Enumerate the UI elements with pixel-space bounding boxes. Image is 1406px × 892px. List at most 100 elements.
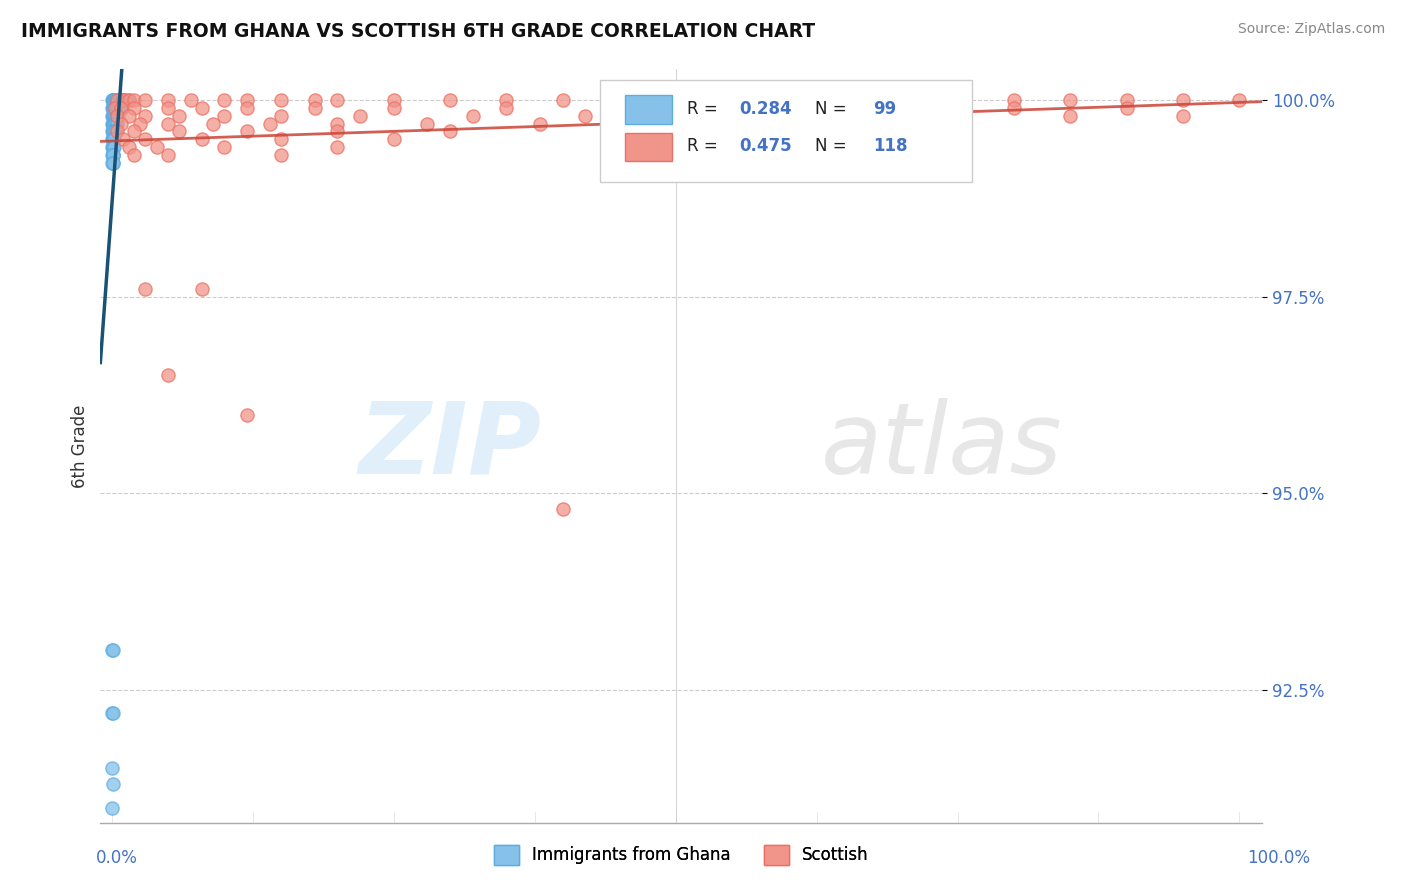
Text: N =: N = <box>815 137 846 155</box>
Point <box>103 101 125 115</box>
Point <box>157 148 180 162</box>
Point <box>834 93 856 107</box>
Point <box>128 117 150 131</box>
Point <box>112 93 135 107</box>
Point <box>111 101 134 115</box>
Text: 0.284: 0.284 <box>740 100 792 118</box>
Point <box>721 93 744 107</box>
Text: R =: R = <box>688 100 717 118</box>
Point <box>105 93 128 107</box>
Point <box>946 109 969 123</box>
Point <box>326 140 349 154</box>
Point <box>101 140 124 154</box>
Point <box>108 93 131 107</box>
Point <box>105 93 128 107</box>
Text: 0.0%: 0.0% <box>96 849 138 867</box>
Point <box>134 282 156 296</box>
Point <box>202 117 225 131</box>
Point <box>111 93 134 107</box>
Point <box>104 93 127 107</box>
Point <box>122 148 145 162</box>
Point <box>107 93 129 107</box>
Point <box>495 101 517 115</box>
Point <box>101 132 124 146</box>
Legend: Immigrants from Ghana, Scottish: Immigrants from Ghana, Scottish <box>486 838 876 871</box>
Text: 100.0%: 100.0% <box>1247 849 1310 867</box>
Text: ZIP: ZIP <box>359 398 541 494</box>
Point <box>101 706 124 721</box>
Point <box>122 93 145 107</box>
Point <box>134 132 156 146</box>
Point <box>122 101 145 115</box>
Point <box>103 93 125 107</box>
Point <box>101 140 124 154</box>
Point <box>117 93 139 107</box>
Point <box>104 93 127 107</box>
Point <box>349 109 371 123</box>
Point <box>1059 109 1081 123</box>
Point <box>101 101 124 115</box>
Point <box>103 148 125 162</box>
Point <box>117 109 139 123</box>
Point <box>101 140 124 154</box>
Text: 118: 118 <box>873 137 907 155</box>
Point <box>103 117 125 131</box>
Point <box>416 117 439 131</box>
Point <box>180 93 202 107</box>
Point <box>236 101 259 115</box>
Point <box>236 408 259 422</box>
Point <box>101 761 124 775</box>
Point <box>1171 93 1194 107</box>
Point <box>104 109 127 123</box>
Point <box>191 101 214 115</box>
Point <box>111 132 134 146</box>
Text: 0.475: 0.475 <box>740 137 792 155</box>
Point <box>104 117 127 131</box>
Point <box>104 93 127 107</box>
Point <box>439 93 461 107</box>
Point <box>439 124 461 138</box>
Point <box>101 643 124 657</box>
Point <box>145 140 167 154</box>
Point <box>641 101 664 115</box>
Point <box>134 109 156 123</box>
Point <box>103 101 125 115</box>
Point <box>105 93 128 107</box>
Point <box>461 109 484 123</box>
Point <box>103 124 125 138</box>
Point <box>721 109 744 123</box>
Point <box>778 93 800 107</box>
Point <box>101 117 124 131</box>
Point <box>101 93 124 107</box>
Point <box>101 124 124 138</box>
Text: atlas: atlas <box>821 398 1062 494</box>
Point <box>107 93 129 107</box>
Point <box>110 101 132 115</box>
Point <box>101 109 124 123</box>
Point <box>157 93 180 107</box>
Point <box>105 124 128 138</box>
Point <box>1002 101 1025 115</box>
Text: N =: N = <box>815 100 846 118</box>
Point <box>104 124 127 138</box>
Point <box>101 101 124 115</box>
Point <box>105 93 128 107</box>
Point <box>101 101 124 115</box>
Point <box>117 140 139 154</box>
Point <box>304 101 326 115</box>
FancyBboxPatch shape <box>626 133 672 161</box>
Point <box>382 132 405 146</box>
Point <box>664 93 686 107</box>
Point <box>103 109 125 123</box>
Point <box>890 101 912 115</box>
Point <box>1059 93 1081 107</box>
Point <box>191 282 214 296</box>
Point <box>105 109 128 123</box>
Point <box>103 117 125 131</box>
Point <box>108 93 131 107</box>
Point <box>101 156 124 170</box>
Point <box>117 93 139 107</box>
Point <box>101 777 124 791</box>
Point <box>114 93 136 107</box>
Point <box>101 93 124 107</box>
